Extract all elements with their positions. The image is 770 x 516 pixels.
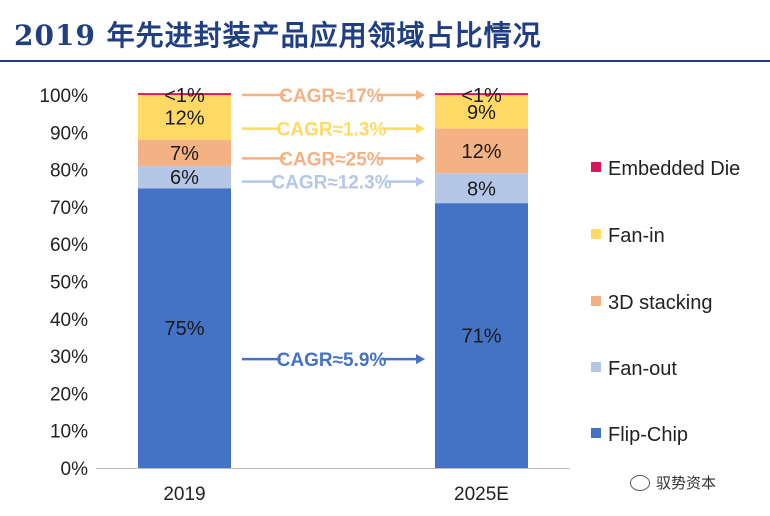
legend-swatch [591, 362, 601, 372]
data-label: 6% [170, 167, 199, 189]
y-tick-label: 40% [50, 310, 88, 331]
data-label: 75% [164, 318, 204, 340]
cagr-label: CAGR≈17% [279, 86, 384, 107]
bar-segment [435, 128, 528, 174]
legend-label: 3D stacking [608, 292, 713, 314]
data-label: 8% [467, 178, 496, 200]
cagr-arrow-head [416, 354, 425, 365]
legend-label: Fan-out [608, 358, 677, 380]
legend: Embedded Die Fan-in 3D stacking Fan-out Flip… [591, 158, 740, 446]
bar-segment [435, 93, 528, 95]
data-label: <1% [461, 85, 502, 107]
cagr-label: CAGR≈5.9% [277, 350, 387, 371]
data-label: 71% [461, 326, 501, 348]
cagr-arrow-head [416, 176, 425, 187]
data-label: 7% [170, 143, 199, 165]
legend-label: Fan-in [608, 225, 665, 247]
bar-segment [138, 165, 231, 189]
cagr-arrow-head [416, 90, 425, 100]
watermark: 驭势资本 [630, 472, 716, 493]
data-label: 9% [467, 102, 496, 124]
legend-swatch [591, 428, 601, 438]
y-tick-label: 70% [50, 198, 88, 219]
y-tick-label: 90% [50, 123, 88, 144]
legend-swatch [591, 229, 601, 239]
data-label: 12% [461, 141, 501, 163]
x-tick-label: 2025E [454, 484, 509, 505]
bar-segment [138, 95, 231, 140]
y-tick-label: 80% [50, 161, 88, 182]
cagr-label: CAGR≈1.3% [277, 120, 387, 141]
cagr-label: CAGR≈12.3% [271, 173, 391, 194]
bar-segment [138, 93, 231, 95]
page-title: 2019 年先进封装产品应用领域占比情况 [14, 19, 542, 52]
y-tick-label: 50% [50, 273, 88, 294]
data-label: 12% [164, 107, 204, 129]
title-divider [0, 60, 770, 62]
y-axis: 0% 10% 20% 30% 40% 50% 60% 70% 80% 90% 100% [39, 86, 88, 480]
legend-swatch [591, 296, 601, 306]
bar-segment [138, 188, 231, 468]
cagr-label: CAGR≈25% [279, 149, 384, 170]
x-axis: 2019 2025E [96, 468, 570, 505]
bar-segment [138, 139, 231, 166]
cagr-annotations: CAGR≈17% CAGR≈1.3% CAGR≈25% CAGR≈12.3% CAGR≈… [242, 86, 425, 371]
bar-segment [435, 173, 528, 204]
bar-labels: 75%6%7%12%<1%71%8%12%9%<1% [164, 85, 502, 347]
x-tick-label: 2019 [163, 484, 205, 505]
data-label: <1% [164, 85, 205, 107]
y-tick-label: 60% [50, 235, 88, 256]
y-tick-label: 10% [50, 422, 88, 443]
y-tick-label: 30% [50, 347, 88, 368]
cagr-arrow-head [416, 153, 425, 164]
wechat-icon [630, 474, 650, 491]
y-tick-label: 20% [50, 384, 88, 405]
watermark-text: 驭势资本 [656, 474, 717, 492]
y-tick-label: 0% [61, 459, 89, 480]
legend-swatch [591, 162, 601, 172]
cagr-arrow-head [416, 123, 425, 134]
legend-label: Embedded Die [608, 158, 740, 180]
y-tick-label: 100% [39, 86, 88, 107]
legend-label: Flip-Chip [608, 424, 688, 446]
bar-segment [435, 95, 528, 129]
bar-segment [435, 203, 528, 469]
bars [138, 93, 528, 469]
